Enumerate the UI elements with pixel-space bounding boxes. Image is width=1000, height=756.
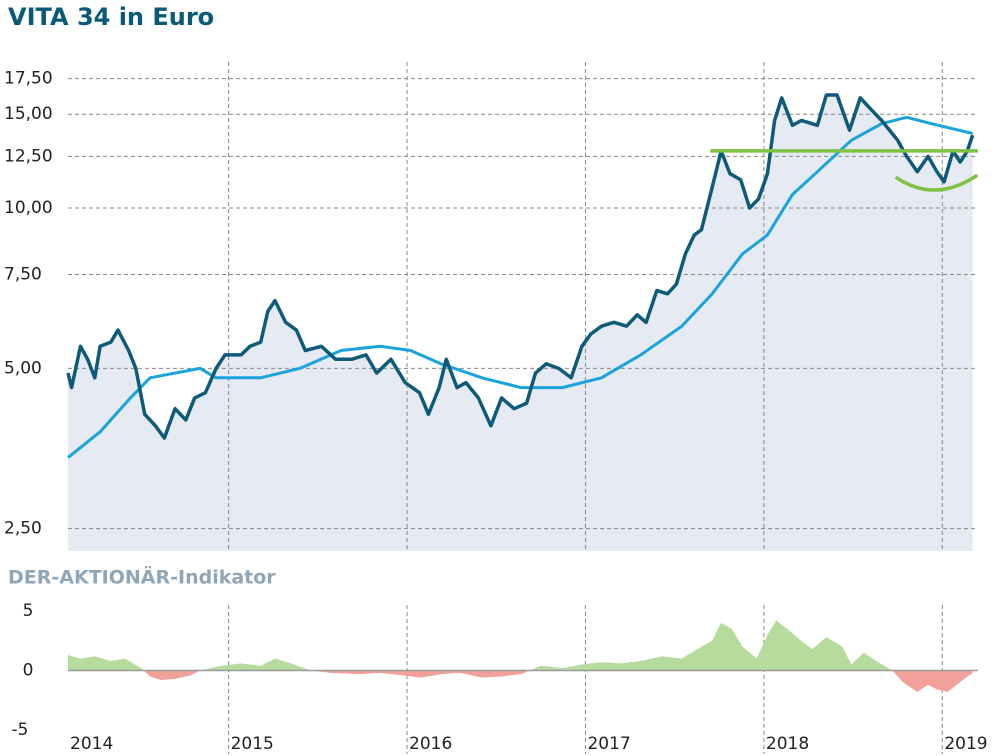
y-tick-label: 15,00 <box>4 104 53 124</box>
plot: 2,50 5,00 7,50 10,00 12,50 15,00 17,50 2014 2015… <box>4 62 988 754</box>
chart-title: VITA 34 in Euro <box>8 3 214 31</box>
x-tick-label: 2019 <box>944 734 987 754</box>
x-tick-label: 2016 <box>409 734 452 754</box>
line-series <box>67 115 973 459</box>
y-tick-label: 7,50 <box>4 265 42 285</box>
indicator-positive <box>68 620 973 671</box>
y-tick-label: 12,50 <box>4 146 53 166</box>
x-tick-label: 2014 <box>70 734 113 754</box>
annotation-arc <box>895 174 978 192</box>
y-tick-label: 17,50 <box>4 69 53 89</box>
y-tick-label: -5 <box>12 720 29 740</box>
indicator-title: DER-AKTIONÄR-Indikator <box>8 565 276 589</box>
x-tick-label: 2015 <box>231 734 274 754</box>
x-tick-label: 2017 <box>587 734 630 754</box>
line-series <box>66 93 975 440</box>
y-tick-label: 10,00 <box>4 198 53 218</box>
y-tick-label: 5,00 <box>4 358 42 378</box>
y-tick-label: 2,50 <box>4 519 42 539</box>
y-tick-label: 0 <box>23 661 34 681</box>
x-tick-label: 2018 <box>766 734 809 754</box>
y-tick-label: 5 <box>23 601 34 621</box>
indicator-negative <box>68 670 973 692</box>
price-area <box>68 95 973 551</box>
